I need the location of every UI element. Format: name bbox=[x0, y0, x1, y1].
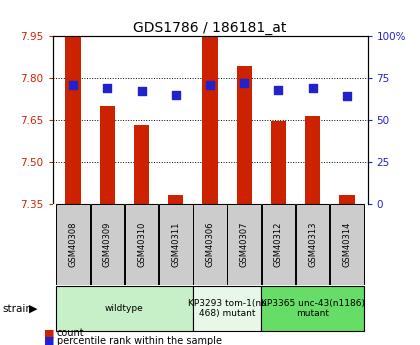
Bar bbox=[100, 106, 115, 204]
Text: wildtype: wildtype bbox=[105, 304, 144, 313]
Text: ■: ■ bbox=[44, 328, 55, 338]
Text: GSM40306: GSM40306 bbox=[205, 221, 215, 267]
Point bbox=[241, 80, 248, 86]
Text: GSM40308: GSM40308 bbox=[68, 221, 78, 267]
Text: GSM40309: GSM40309 bbox=[103, 221, 112, 267]
Text: GSM40307: GSM40307 bbox=[240, 221, 249, 267]
FancyBboxPatch shape bbox=[262, 204, 295, 285]
Text: GSM40311: GSM40311 bbox=[171, 221, 180, 267]
FancyBboxPatch shape bbox=[330, 204, 364, 285]
Point bbox=[172, 92, 179, 98]
Bar bbox=[236, 66, 252, 204]
Text: ■: ■ bbox=[44, 336, 55, 345]
FancyBboxPatch shape bbox=[296, 204, 330, 285]
Text: GSM40312: GSM40312 bbox=[274, 221, 283, 267]
Text: percentile rank within the sample: percentile rank within the sample bbox=[57, 336, 222, 345]
Point bbox=[344, 94, 350, 99]
Text: count: count bbox=[57, 328, 84, 338]
Point bbox=[70, 82, 76, 88]
Bar bbox=[305, 116, 320, 204]
Point bbox=[138, 89, 145, 94]
Text: GSM40313: GSM40313 bbox=[308, 221, 317, 267]
FancyBboxPatch shape bbox=[228, 204, 261, 285]
Bar bbox=[66, 36, 81, 204]
Point bbox=[207, 82, 213, 88]
Bar bbox=[168, 195, 184, 204]
Point bbox=[275, 87, 282, 92]
FancyBboxPatch shape bbox=[56, 204, 90, 285]
Title: GDS1786 / 186181_at: GDS1786 / 186181_at bbox=[133, 21, 287, 35]
FancyBboxPatch shape bbox=[90, 204, 124, 285]
FancyBboxPatch shape bbox=[56, 286, 193, 332]
Text: KP3365 unc-43(n1186)
mutant: KP3365 unc-43(n1186) mutant bbox=[261, 299, 365, 318]
FancyBboxPatch shape bbox=[193, 204, 227, 285]
Bar bbox=[339, 195, 354, 204]
FancyBboxPatch shape bbox=[159, 204, 192, 285]
Bar bbox=[271, 121, 286, 204]
FancyBboxPatch shape bbox=[261, 286, 364, 332]
FancyBboxPatch shape bbox=[125, 204, 158, 285]
Point bbox=[104, 85, 110, 91]
Text: GSM40310: GSM40310 bbox=[137, 221, 146, 267]
Text: GSM40314: GSM40314 bbox=[342, 221, 352, 267]
Text: ▶: ▶ bbox=[29, 304, 37, 314]
Point bbox=[310, 85, 316, 91]
Bar bbox=[202, 36, 218, 204]
FancyBboxPatch shape bbox=[193, 286, 261, 332]
Bar bbox=[134, 126, 149, 204]
Text: strain: strain bbox=[2, 304, 32, 314]
Text: KP3293 tom-1(nu
468) mutant: KP3293 tom-1(nu 468) mutant bbox=[188, 299, 267, 318]
